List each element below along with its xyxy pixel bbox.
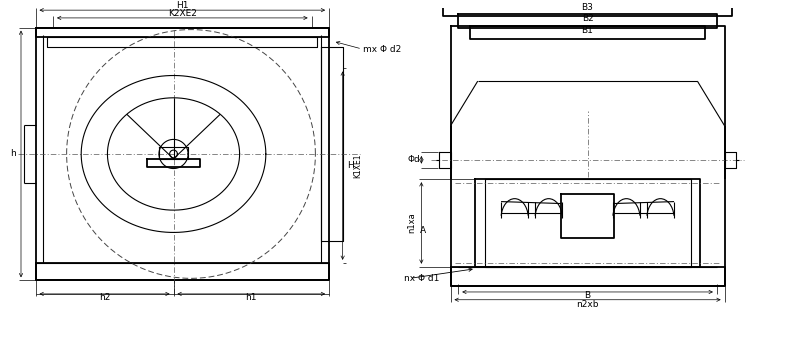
Text: K2XE2: K2XE2 — [168, 8, 197, 18]
Text: h: h — [10, 150, 16, 158]
Text: B: B — [585, 291, 590, 300]
Text: B1: B1 — [582, 26, 594, 35]
Text: B3: B3 — [582, 3, 594, 12]
Text: K1XE1: K1XE1 — [354, 153, 362, 178]
Text: h1: h1 — [246, 293, 257, 302]
Text: h2: h2 — [99, 293, 110, 302]
Text: nx Φ d1: nx Φ d1 — [404, 274, 439, 283]
Text: Φd: Φd — [407, 155, 420, 164]
Text: mx Φ d2: mx Φ d2 — [363, 45, 402, 53]
Text: H1: H1 — [176, 1, 189, 10]
Text: B2: B2 — [582, 14, 594, 23]
Text: n1xa: n1xa — [407, 212, 416, 233]
Text: A: A — [420, 226, 426, 235]
Text: H: H — [347, 161, 354, 170]
Text: n2xb: n2xb — [576, 300, 599, 309]
